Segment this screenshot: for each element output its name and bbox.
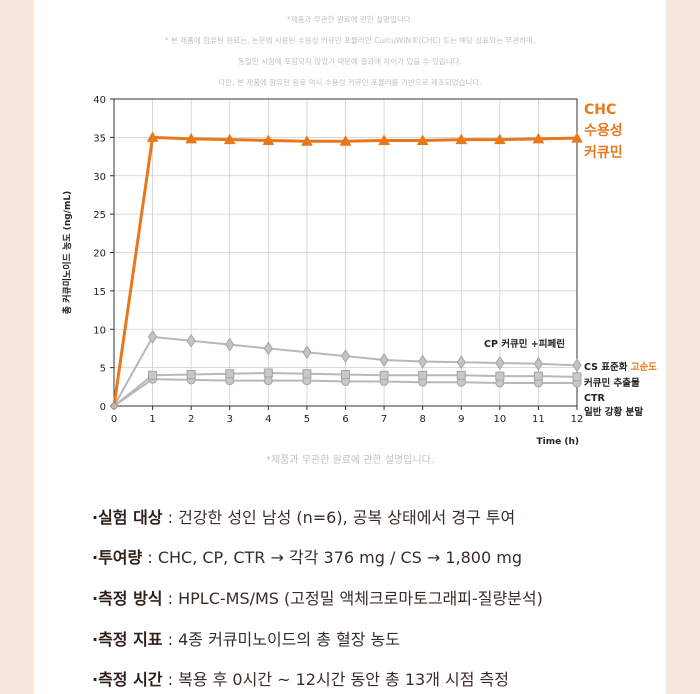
legend-ctr-line2: 일반 강황 분말 bbox=[584, 406, 643, 418]
info-metric-label: ·측정 지표 bbox=[92, 630, 163, 649]
data-point-s0 bbox=[416, 134, 429, 145]
bottom-note: *제품과 무관한 원료에 관한 설명입니다. bbox=[265, 455, 435, 466]
info-metric: ·측정 지표 : 4종 커큐미노이드의 총 혈장 농도 bbox=[92, 626, 400, 650]
x-tick-label: 6 bbox=[342, 414, 348, 425]
data-point-s2 bbox=[456, 370, 466, 380]
data-point-s2 bbox=[572, 372, 582, 382]
data-point-s2 bbox=[379, 370, 389, 380]
y-tick-label: 10 bbox=[93, 325, 106, 336]
y-axis-label: 총 커큐미노이드 농도 (ng/mL) bbox=[61, 191, 73, 314]
x-tick-label: 1 bbox=[149, 414, 155, 425]
x-axis-label: Time (h) bbox=[537, 437, 579, 447]
data-point-s0 bbox=[301, 135, 313, 146]
data-point-s1 bbox=[572, 358, 582, 373]
legend-chc-line1: CHC bbox=[584, 102, 616, 118]
y-tick-label: 0 bbox=[100, 402, 106, 413]
legend-cs-highlight: 고순도 bbox=[631, 362, 657, 373]
data-point-s1 bbox=[418, 354, 428, 369]
legend-chc-line3: 커큐민 bbox=[584, 144, 623, 161]
y-tick-label: 20 bbox=[93, 249, 106, 260]
content-card: *제품과 무관한 원료에 관한 설명입니다. * 본 제품에 함유된 원료는, … bbox=[34, 0, 666, 694]
info-subjects: ·실험 대상 : 건강한 성인 남성 (n=6), 공복 상태에서 경구 투여 bbox=[92, 504, 515, 528]
data-point-s2 bbox=[225, 369, 235, 379]
data-point-s2 bbox=[186, 370, 196, 380]
data-point-s1 bbox=[147, 330, 158, 344]
data-point-s0 bbox=[455, 133, 468, 145]
x-tick-label: 7 bbox=[381, 414, 387, 425]
data-point-s2 bbox=[263, 368, 273, 378]
x-tick-label: 8 bbox=[419, 414, 425, 425]
top-note-2: * 본 제품에 함유된 원료는, 논문에 사용된 수용성 커큐민 포뮬러인 Cu… bbox=[164, 36, 536, 45]
y-tick-label: 35 bbox=[93, 133, 106, 144]
legend-cs-prefix: CS 표준화 bbox=[584, 361, 631, 373]
data-point-s2 bbox=[495, 371, 505, 381]
data-point-s2 bbox=[148, 370, 158, 380]
top-note-4: 다만, 본 제품에 함유된 원료 역시 수용성 커큐민 포뮬러를 기반으로 제조… bbox=[218, 78, 482, 87]
y-tick-label: 25 bbox=[93, 210, 106, 221]
x-tick-label: 9 bbox=[458, 414, 464, 425]
data-point-s2 bbox=[533, 371, 543, 381]
x-tick-label: 11 bbox=[532, 414, 545, 425]
data-point-s2 bbox=[341, 370, 350, 380]
legend-cp: CP 커큐민 +피페린 bbox=[484, 338, 565, 350]
data-point-s1 bbox=[302, 345, 312, 360]
info-time: ·측정 시간 : 복용 후 0시간 ~ 12시간 동안 총 13개 시점 측정 bbox=[92, 666, 509, 690]
info-method-text: : HPLC-MS/MS (고정밀 액체크로마토그래피-질량분석) bbox=[162, 589, 543, 608]
data-point-s3 bbox=[263, 376, 273, 386]
legend-cs-line1: CS 표준화 고순도 bbox=[584, 361, 657, 373]
info-dose-label: ·투여량 bbox=[92, 548, 143, 567]
data-point-s0 bbox=[532, 132, 545, 144]
data-point-s0 bbox=[339, 135, 352, 146]
data-point-s1 bbox=[186, 333, 196, 348]
info-time-text: : 복용 후 0시간 ~ 12시간 동안 총 13개 시점 측정 bbox=[162, 670, 509, 689]
info-method: ·측정 방식 : HPLC-MS/MS (고정밀 액체크로마토그래피-질량분석) bbox=[92, 585, 543, 609]
x-tick-label: 4 bbox=[265, 414, 271, 425]
info-dose: ·투여량 : CHC, CP, CTR → 각각 376 mg / CS → 1… bbox=[92, 544, 522, 568]
data-point-s0 bbox=[146, 131, 159, 142]
data-point-s0 bbox=[185, 132, 198, 144]
data-point-s1 bbox=[495, 356, 505, 370]
data-point-s1 bbox=[456, 355, 466, 370]
info-dose-text: : CHC, CP, CTR → 각각 376 mg / CS → 1,800 … bbox=[142, 548, 522, 567]
x-tick-label: 0 bbox=[111, 414, 117, 425]
data-point-s2 bbox=[418, 370, 428, 380]
info-method-label: ·측정 방식 bbox=[92, 589, 163, 608]
info-time-label: ·측정 시간 bbox=[92, 670, 163, 689]
origin-point bbox=[110, 402, 118, 410]
data-point-s1 bbox=[263, 341, 273, 356]
data-point-s1 bbox=[533, 356, 544, 371]
data-point-s2 bbox=[302, 369, 312, 379]
y-tick-label: 15 bbox=[93, 287, 106, 298]
top-note-3: 동일한 시험에 포함되지 않았기 때문에 결과에 차이가 있을 수 있습니다. bbox=[238, 57, 462, 66]
info-subjects-label: ·실험 대상 bbox=[92, 508, 163, 527]
top-note-1: *제품과 무관한 원료에 관한 설명입니다. bbox=[286, 15, 414, 24]
x-tick-label: 12 bbox=[571, 414, 584, 425]
x-tick-label: 3 bbox=[227, 414, 233, 425]
legend-chc-line2: 수용성 bbox=[584, 123, 623, 139]
data-point-s1 bbox=[379, 353, 389, 367]
x-tick-label: 5 bbox=[304, 414, 310, 425]
data-point-s0 bbox=[262, 134, 275, 145]
data-point-s0 bbox=[378, 134, 390, 145]
info-subjects-text: : 건강한 성인 남성 (n=6), 공복 상태에서 경구 투여 bbox=[162, 508, 516, 527]
data-point-s0 bbox=[493, 133, 506, 145]
data-point-s1 bbox=[225, 337, 235, 352]
data-point-s0 bbox=[223, 133, 236, 145]
y-tick-label: 30 bbox=[93, 172, 106, 183]
info-metric-text: : 4종 커큐미노이드의 총 혈장 농도 bbox=[162, 630, 400, 649]
x-tick-label: 2 bbox=[188, 414, 194, 425]
legend-cs-line2: 커큐민 추출물 bbox=[584, 377, 640, 389]
legend-ctr-line1: CTR bbox=[584, 393, 605, 404]
data-point-s1 bbox=[340, 349, 351, 364]
data-point-s0 bbox=[571, 132, 583, 143]
y-tick-label: 5 bbox=[100, 364, 106, 375]
y-tick-label: 40 bbox=[93, 95, 106, 106]
x-tick-label: 10 bbox=[493, 414, 506, 425]
